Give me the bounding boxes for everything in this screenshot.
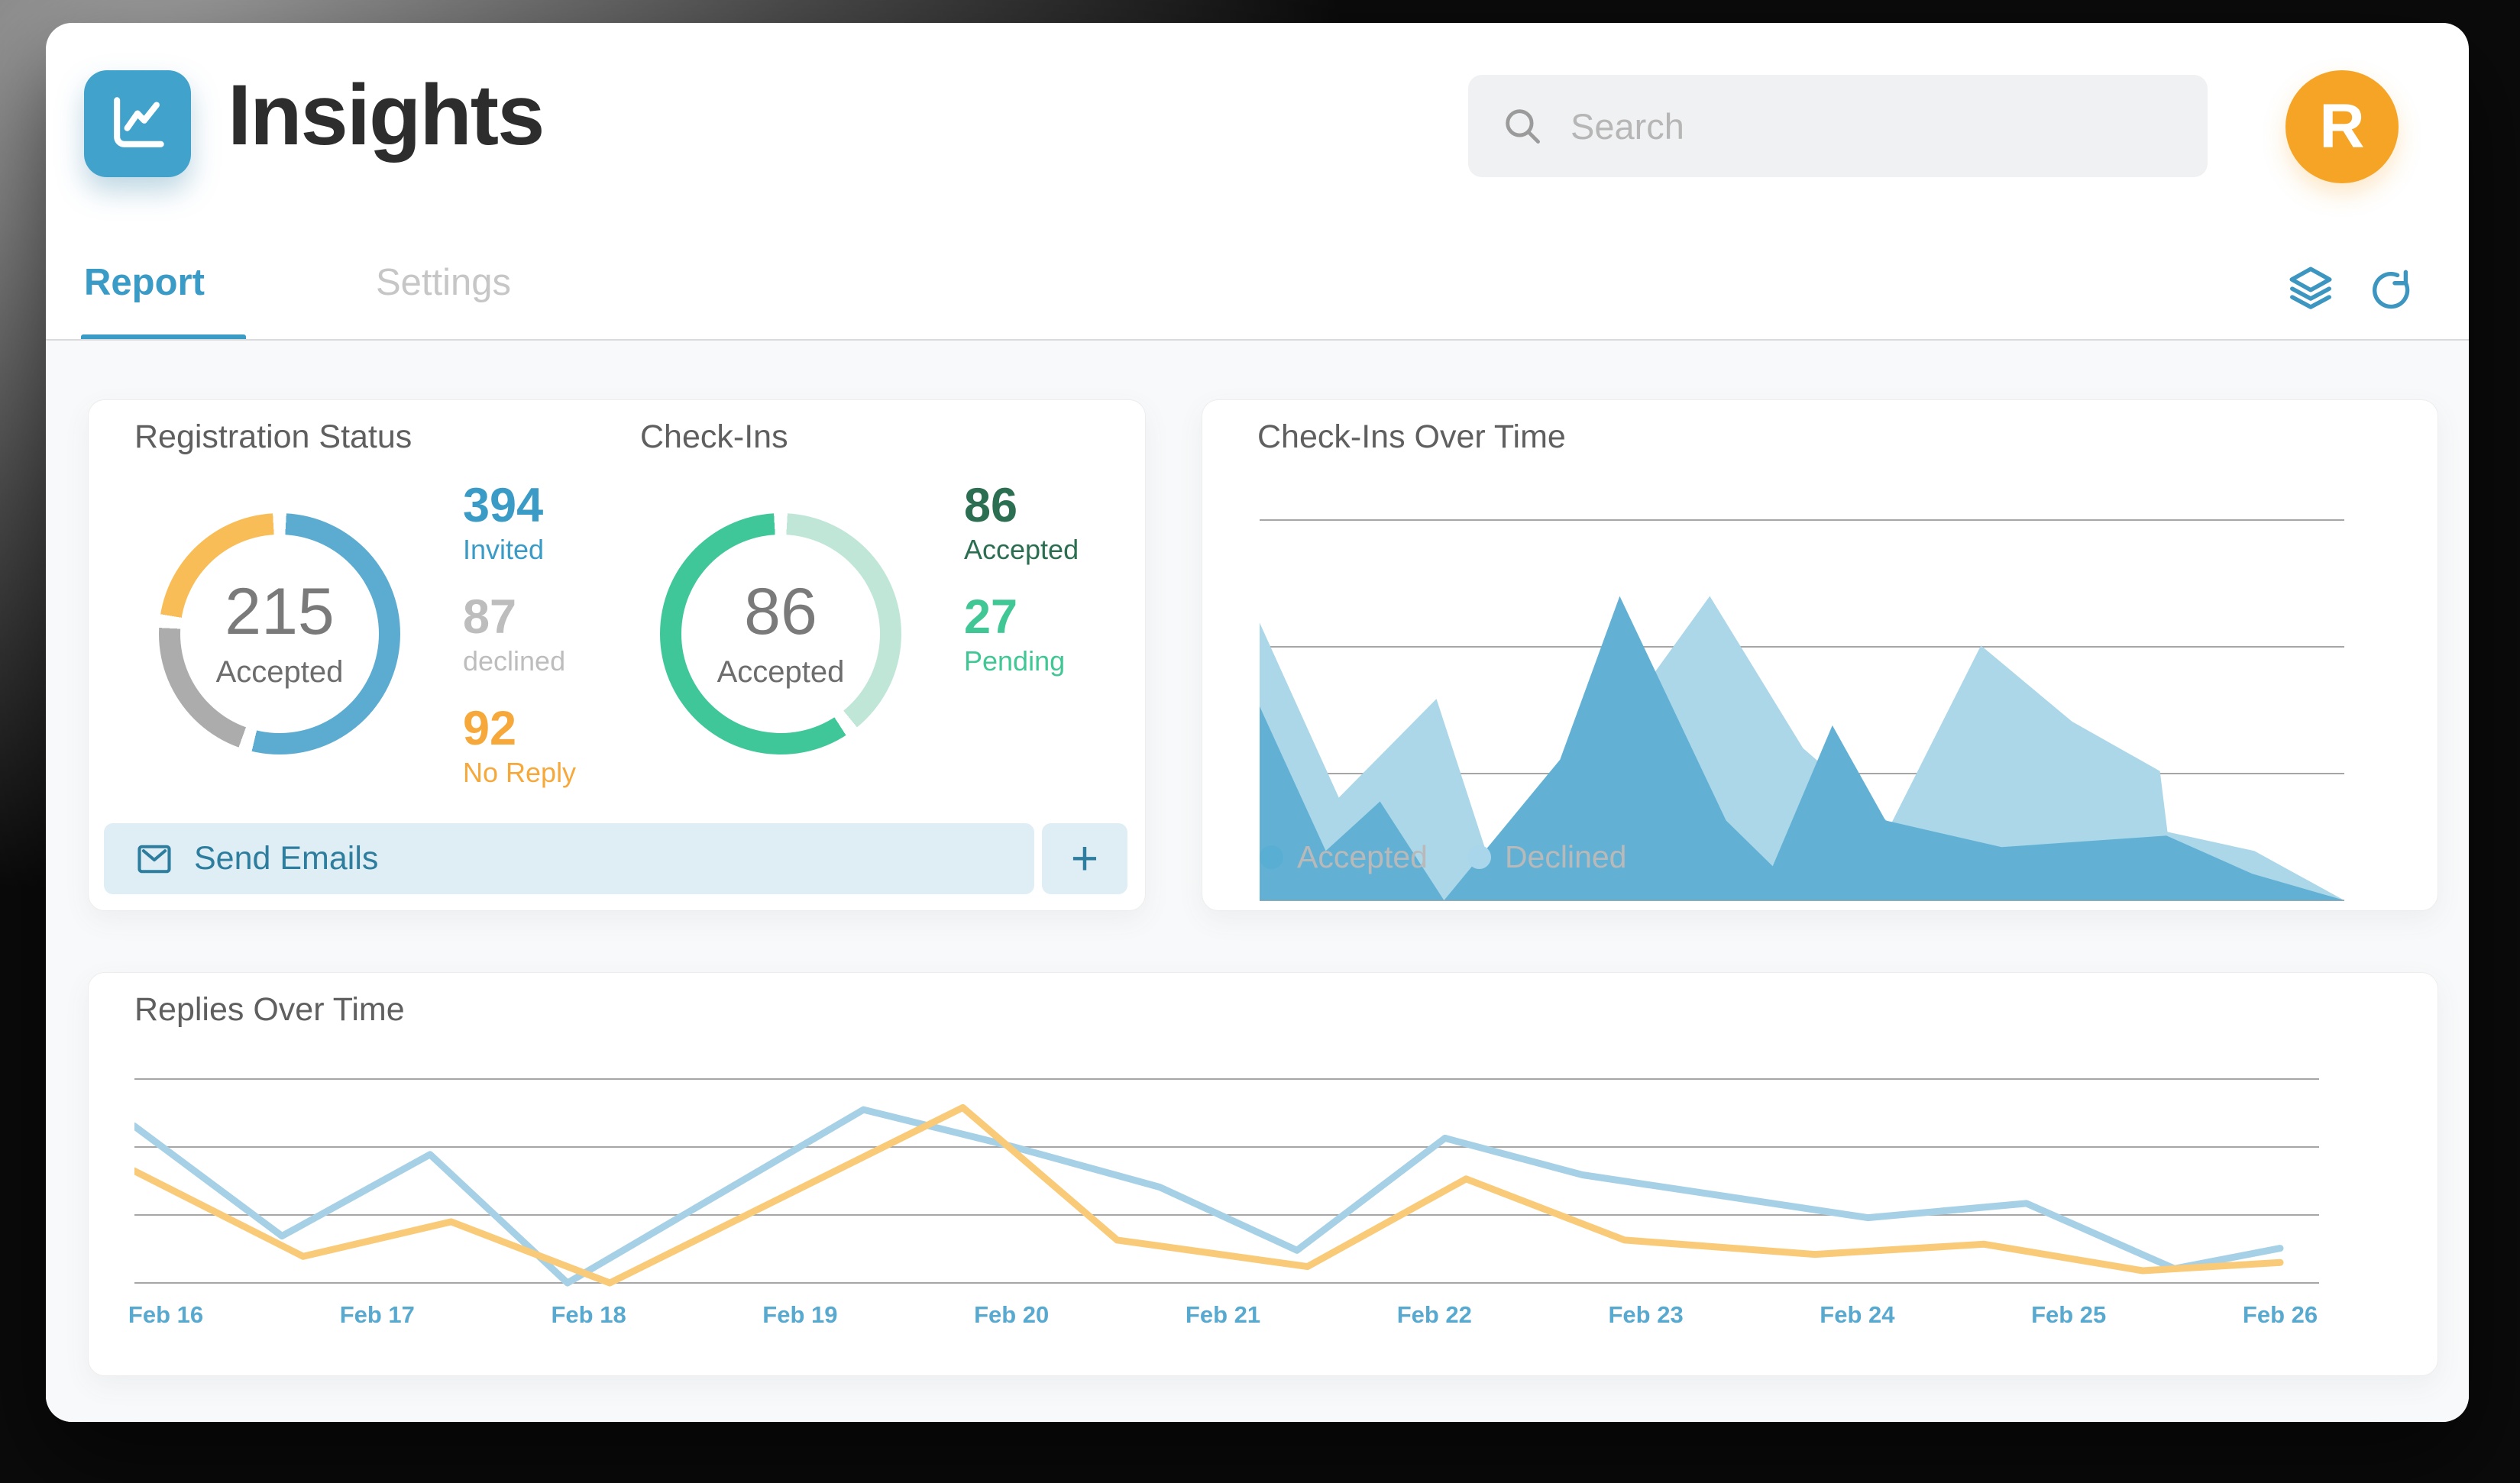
legend-item-declined: Declined — [1467, 839, 1627, 875]
area-chart — [1260, 519, 2344, 901]
legend-label-declined: Declined — [1504, 839, 1627, 874]
stat-invited-label: Invited — [463, 534, 545, 565]
tab-divider — [46, 339, 2469, 341]
card-registration-status: Registration Status Check-Ins 215 Accept… — [88, 399, 1146, 911]
card-replies-over-time: Replies Over Time Feb 16 Feb 17 Feb 18 Feb … — [88, 972, 2438, 1376]
page-title: Insights — [228, 67, 545, 163]
registration-status-title: Registration Status — [134, 418, 412, 455]
x-axis-label: Feb 16 — [128, 1301, 204, 1328]
donut-center-value: 86 — [744, 574, 817, 648]
search-input[interactable] — [1569, 104, 2153, 148]
refresh-icon[interactable] — [2366, 266, 2414, 313]
stat-declined: 87 declined — [463, 590, 576, 679]
check-ins-title: Check-Ins — [640, 418, 788, 455]
stat-no-reply-value: 92 — [463, 702, 517, 755]
x-axis-label: Feb 22 — [1396, 1301, 1472, 1328]
app-window: Insights R Report Settings Regis — [46, 23, 2469, 1422]
search-bar — [1468, 75, 2208, 177]
add-button[interactable]: + — [1042, 823, 1127, 894]
search-icon — [1506, 109, 1540, 144]
stat-pending-label: Pending — [964, 645, 1066, 677]
registration-donut-chart: 215 Accepted — [159, 513, 400, 754]
registration-stats: 394 Invited 87 declined 92 No Reply — [463, 479, 576, 813]
legend-dot-declined — [1467, 845, 1491, 869]
x-axis-label: Feb 26 — [2242, 1301, 2318, 1328]
replies-over-time-title: Replies Over Time — [134, 991, 405, 1028]
x-axis-label: Feb 18 — [551, 1301, 626, 1328]
app-logo[interactable] — [84, 70, 191, 177]
send-emails-label: Send Emails — [194, 840, 379, 877]
chart-line-icon — [114, 97, 164, 147]
stat-no-reply-label: No Reply — [463, 757, 577, 788]
x-axis-label: Feb 25 — [2031, 1301, 2107, 1328]
send-emails-button[interactable]: Send Emails — [104, 823, 1034, 894]
legend-dot-accepted — [1260, 845, 1283, 869]
stat-pending-value: 27 — [964, 590, 1018, 644]
donut-center-value: 215 — [225, 574, 335, 648]
stat-invited-value: 394 — [463, 479, 544, 532]
x-axis-label: Feb 19 — [762, 1301, 838, 1328]
stat-accepted-value: 86 — [964, 479, 1018, 532]
envelope-icon — [137, 845, 171, 873]
legend-item-accepted: Accepted — [1260, 839, 1428, 875]
check-ins-over-time-title: Check-Ins Over Time — [1257, 418, 1566, 455]
stat-accepted-label: Accepted — [964, 534, 1079, 565]
x-axis-labels: Feb 16 Feb 17 Feb 18 Feb 19 Feb 20 Feb 21 Feb … — [128, 1301, 2319, 1335]
donut-center-label: Accepted — [717, 654, 845, 689]
check-ins-stats: 86 Accepted 27 Pending — [964, 479, 1079, 702]
stat-pending: 27 Pending — [964, 590, 1079, 679]
avatar[interactable]: R — [2285, 70, 2399, 183]
stat-accepted: 86 Accepted — [964, 479, 1079, 567]
active-tab-underline — [81, 334, 246, 342]
stat-declined-value: 87 — [463, 590, 517, 644]
stat-invited: 394 Invited — [463, 479, 576, 567]
tab-report[interactable]: Report — [84, 262, 205, 303]
check-ins-donut-chart: 86 Accepted — [660, 513, 901, 754]
x-axis-label: Feb 20 — [974, 1301, 1050, 1328]
x-axis-label: Feb 21 — [1185, 1301, 1261, 1328]
layers-icon[interactable] — [2285, 263, 2336, 313]
chart-legend: Accepted Declined — [1260, 839, 1627, 875]
line-chart — [134, 1078, 2319, 1287]
stat-no-reply: 92 No Reply — [463, 702, 576, 790]
x-axis-label: Feb 17 — [339, 1301, 415, 1328]
legend-label-accepted: Accepted — [1297, 839, 1428, 874]
tab-settings[interactable]: Settings — [376, 262, 512, 303]
x-axis-label: Feb 23 — [1608, 1301, 1684, 1328]
stat-declined-label: declined — [463, 645, 566, 677]
card-check-ins-over-time: Check-Ins Over Time Accepted Declined — [1202, 399, 2438, 911]
x-axis-label: Feb 24 — [1820, 1301, 1895, 1328]
content-area: Registration Status Check-Ins 215 Accept… — [46, 341, 2469, 1422]
donut-center-label: Accepted — [215, 654, 344, 689]
